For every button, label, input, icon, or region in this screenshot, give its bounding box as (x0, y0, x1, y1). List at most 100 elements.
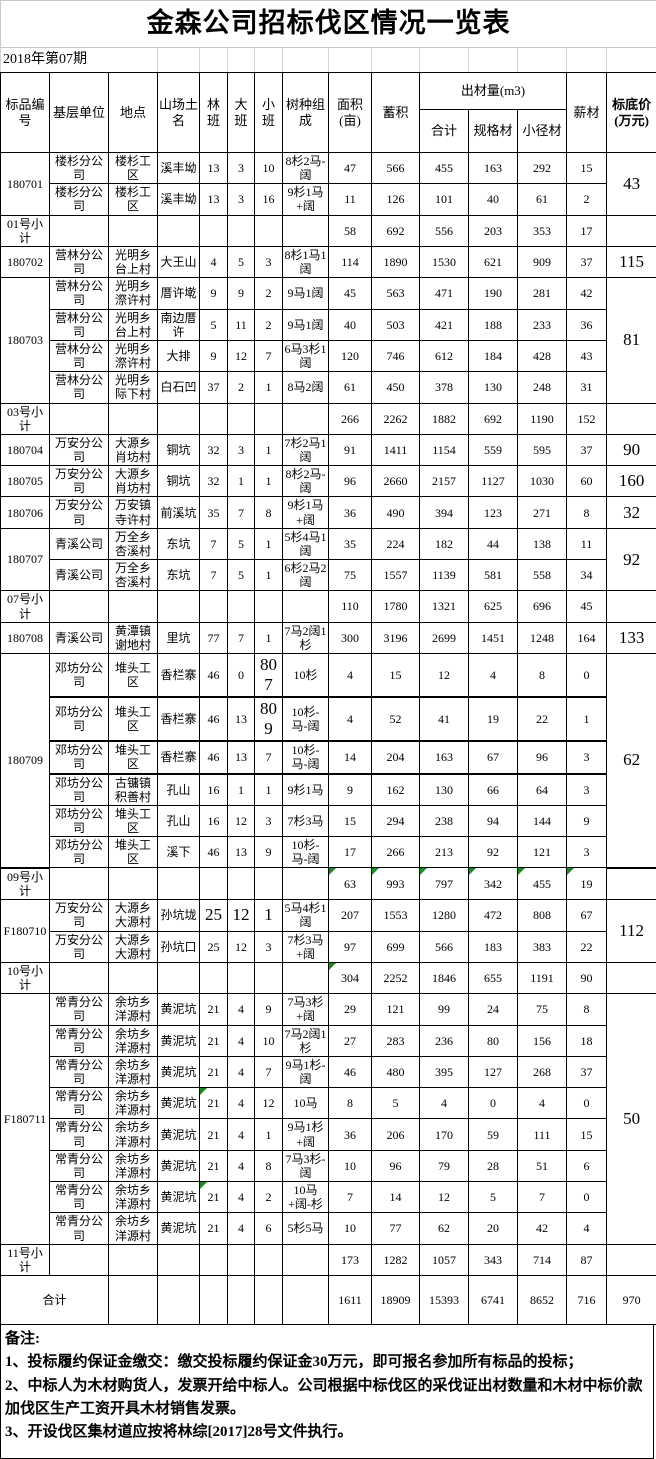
cell: 114 (329, 246, 372, 277)
cell: 163 (420, 741, 469, 773)
cell: 里坑 (158, 622, 200, 653)
cell: 10 (329, 1150, 372, 1181)
cell (283, 403, 329, 434)
cell: 35 (200, 497, 228, 528)
cell: 294 (372, 805, 420, 836)
cell: 8 (567, 994, 607, 1025)
cell: 206 (372, 1119, 420, 1150)
cell: 1451 (469, 622, 518, 653)
cell: 268 (518, 1056, 567, 1087)
cell: 612 (420, 340, 469, 371)
cell (158, 1276, 200, 1325)
cell: 21 (200, 994, 228, 1025)
cell: 92 (469, 837, 518, 868)
cell (200, 591, 228, 622)
header-row-1: 标品编号 基层单位 地点 山场土名 林班 大班 小班 树种组成 面积(亩) 蓄积… (1, 73, 656, 110)
col-header-location: 地点 (109, 73, 158, 153)
cell: 183 (469, 931, 518, 962)
cell (50, 403, 109, 434)
cell: 13 (228, 837, 255, 868)
cell (228, 591, 255, 622)
cell: 7马3杉+阔 (283, 994, 329, 1025)
cell: 07号小计 (1, 591, 50, 622)
cell: 4 (228, 994, 255, 1025)
cell: 503 (372, 309, 420, 340)
cell: 3 (255, 931, 283, 962)
cell: 480 (372, 1056, 420, 1087)
cell: 14 (329, 741, 372, 773)
cell: 9马1阔 (283, 309, 329, 340)
cell: 566 (420, 931, 469, 962)
cell: 黄潭镇谢地村 (109, 622, 158, 653)
cell: 625 (469, 591, 518, 622)
cell: 15 (329, 805, 372, 836)
cell: 692 (372, 215, 420, 246)
cell: 营林分公司 (50, 309, 109, 340)
cell: 6马3杉1阔 (283, 340, 329, 371)
cell: 堆头工区 (109, 697, 158, 741)
cell: 714 (518, 1244, 567, 1275)
cell: 3196 (372, 622, 420, 653)
cell: 2 (228, 372, 255, 403)
col-header-small-timber: 小径材 (518, 110, 567, 153)
cell: 12 (255, 1088, 283, 1119)
cell: 光明乡漈许村 (109, 278, 158, 309)
cell: 邓坊分公司 (50, 837, 109, 868)
cell: 25 (200, 931, 228, 962)
cell: 8 (567, 497, 607, 528)
cell: 378 (420, 372, 469, 403)
cell: 59 (469, 1119, 518, 1150)
cell (283, 962, 329, 993)
cell: 156 (518, 1025, 567, 1056)
cell: 1 (255, 466, 283, 497)
cell: 130 (420, 774, 469, 806)
cell: 余坊乡洋源村 (109, 1119, 158, 1150)
cell: 1248 (518, 622, 567, 653)
cell: 36 (329, 497, 372, 528)
cell: 营林分公司 (50, 372, 109, 403)
cell: 2 (255, 309, 283, 340)
cell: 孙坑垅 (158, 900, 200, 931)
cell: 692 (469, 403, 518, 434)
cell: 4 (329, 654, 372, 698)
note-item: 2、中标人为木材购货人，发票开给中标人。公司根据中标伐区的采伐证出材数量和木材中… (5, 1375, 648, 1422)
cell: 96 (518, 741, 567, 773)
cell: 青溪公司 (50, 622, 109, 653)
title-row: 金森公司招标伐区情况一览表 (1, 1, 656, 48)
cell: 144 (518, 805, 567, 836)
col-header-firewood: 薪材 (567, 73, 607, 153)
cell: 342 (469, 868, 518, 900)
cell: 常青分公司 (50, 1119, 109, 1150)
cell: 96 (372, 1150, 420, 1181)
cell: 4 (228, 1025, 255, 1056)
cell: 18 (567, 1025, 607, 1056)
cell: 32 (200, 466, 228, 497)
cell: 18909 (372, 1276, 420, 1325)
cell: 47 (329, 153, 372, 184)
cell: 81 (607, 278, 656, 403)
cell: 300 (329, 622, 372, 653)
cell: 10杉-马-阔 (283, 697, 329, 741)
cell: 10 (255, 1025, 283, 1056)
cell: 160 (607, 466, 656, 497)
cell: 563 (372, 278, 420, 309)
cell (255, 868, 283, 900)
cell (607, 215, 656, 246)
cell: 11 (567, 528, 607, 559)
cell (255, 591, 283, 622)
cell: 797 (420, 868, 469, 900)
note-item: 3、开设伐区集材道应按将林综[2017]28号文件执行。 (5, 1421, 648, 1444)
cell: 大排 (158, 340, 200, 371)
cell: 8652 (518, 1276, 567, 1325)
cell: 1154 (420, 434, 469, 465)
cell: 17 (329, 837, 372, 868)
cell: 1191 (518, 962, 567, 993)
cell: 3 (567, 837, 607, 868)
cell: 9 (200, 278, 228, 309)
